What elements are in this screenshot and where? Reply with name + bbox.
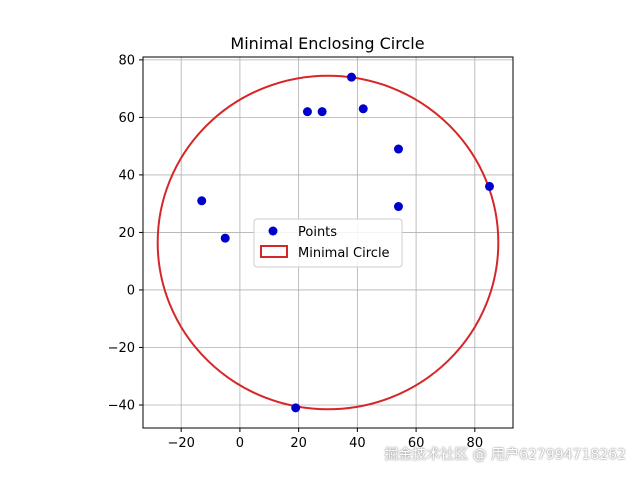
data-point — [485, 181, 495, 191]
x-tick-label: 80 — [467, 436, 484, 451]
legend-box — [253, 218, 403, 268]
data-point — [358, 104, 368, 114]
points-layer — [197, 72, 495, 413]
data-point — [291, 403, 301, 413]
data-point — [317, 107, 327, 117]
x-tick-label: 20 — [290, 436, 307, 451]
watermark: 掘金技术社区 @ 用户627994718262 — [384, 447, 626, 463]
x-tick-label: 40 — [349, 436, 366, 451]
data-point — [220, 233, 230, 243]
y-tick-label: 60 — [118, 111, 135, 126]
data-point — [393, 202, 403, 212]
legend-circle-marker — [260, 245, 288, 258]
data-point — [302, 107, 312, 117]
data-point — [346, 72, 356, 82]
data-point — [197, 196, 207, 206]
y-tick-label: 0 — [127, 283, 135, 298]
legend-points-marker — [268, 226, 278, 236]
y-tick-label: −40 — [108, 398, 135, 413]
axis-ticks: −20 0 20 40 60 80 −40 −20 0 20 40 60 80 — [108, 53, 484, 451]
legend-points-label: Points — [298, 225, 337, 240]
y-tick-label: 80 — [118, 53, 135, 68]
enclosing-circle-layer — [156, 74, 500, 411]
y-tick-label: −20 — [108, 341, 135, 356]
chart-title: Minimal Enclosing Circle — [230, 34, 424, 53]
data-point — [393, 144, 403, 154]
y-tick-label: 40 — [118, 168, 135, 183]
x-tick-label: −20 — [167, 436, 194, 451]
plot-frame — [142, 56, 514, 429]
minimal-enclosing-circle — [156, 74, 500, 411]
grid-lines — [143, 57, 513, 428]
legend: Points Minimal Circle — [253, 218, 403, 268]
x-tick-label: 60 — [408, 436, 425, 451]
x-tick-label: 0 — [236, 436, 244, 451]
y-tick-label: 20 — [118, 226, 135, 241]
legend-circle-label: Minimal Circle — [298, 246, 390, 261]
